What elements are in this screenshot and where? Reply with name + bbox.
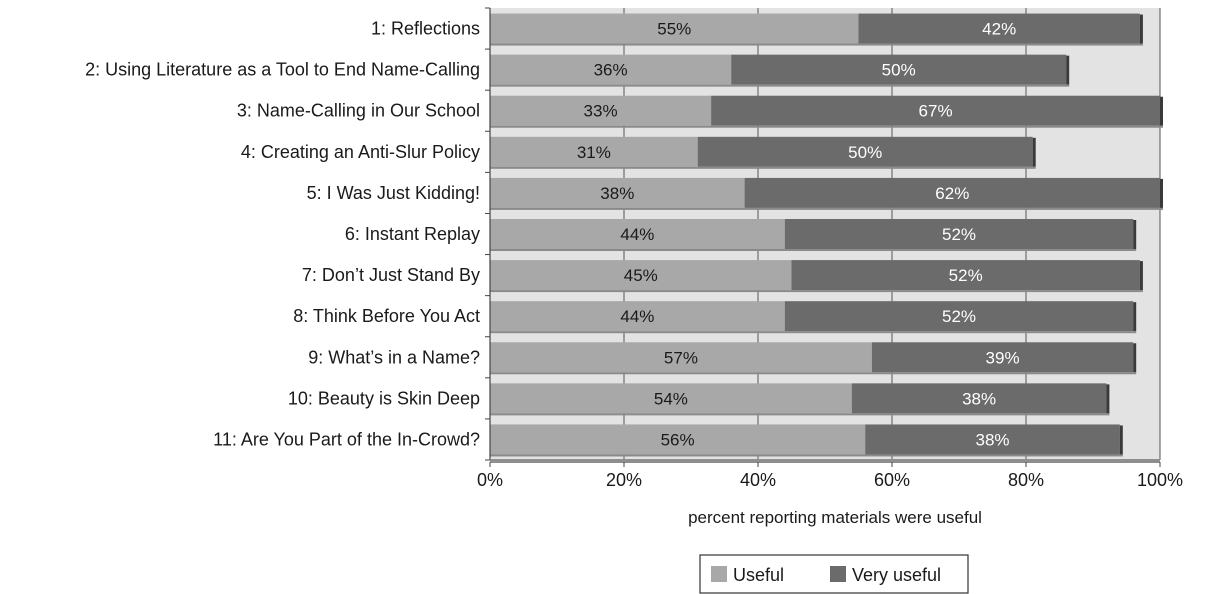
bar-segment (871, 342, 1134, 373)
bar-segment (490, 177, 745, 208)
data-label: 62% (935, 184, 969, 203)
bar-segment (744, 177, 1160, 208)
data-label: 38% (975, 430, 1009, 449)
bar-segment (490, 342, 872, 373)
bar-segment (851, 383, 1107, 414)
data-label: 52% (949, 266, 983, 285)
bar-end-shadow (1032, 137, 1036, 167)
bar-end-shadow (1139, 261, 1143, 291)
bar-segment (784, 219, 1134, 249)
bar-end-shadow (1133, 220, 1137, 249)
category-label: 7: Don’t Just Stand By (302, 265, 480, 285)
bars: 55% 42% 36% 50% 33% 67% 31% 50% 38% 62% 44% 52% 45% 5… (490, 13, 1163, 457)
data-label: 56% (661, 430, 695, 449)
bar-segment (791, 260, 1140, 291)
data-label: 44% (620, 225, 654, 244)
bar-end-shadow (1139, 14, 1143, 44)
category-label: 2: Using Literature as a Tool to End Nam… (85, 60, 480, 80)
bar-segment (865, 424, 1120, 455)
category-label: 5: I Was Just Kidding! (307, 183, 480, 203)
bar-bottom-shadow (490, 166, 1036, 169)
data-label: 67% (919, 102, 953, 121)
data-label: 42% (982, 20, 1016, 39)
bar-end-shadow (1133, 343, 1137, 373)
x-ticks: 0% 20% 40% 60% 80% 100% (477, 462, 1183, 490)
bar-end-shadow (1133, 302, 1137, 332)
axes (485, 7, 1160, 463)
data-label: 33% (584, 102, 618, 121)
data-label: 45% (624, 266, 658, 285)
data-label: 57% (664, 348, 698, 367)
category-label: 11: Are You Part of the In-Crowd? (213, 429, 480, 449)
x-tick-label: 80% (1008, 470, 1044, 490)
x-tick-label: 0% (477, 470, 503, 490)
bar-segment (490, 219, 785, 249)
bar-end-shadow (1106, 384, 1110, 414)
bar-end-shadow (1160, 178, 1163, 208)
x-axis-base (490, 459, 1160, 463)
bar-segment (490, 95, 712, 126)
bar-segment (490, 13, 859, 44)
bar-end-shadow (1160, 96, 1163, 126)
bar-bottom-shadow (490, 43, 1143, 46)
legend-label-very-useful: Very useful (852, 565, 941, 585)
bar-segment (490, 424, 866, 455)
legend-label-useful: Useful (733, 565, 784, 585)
x-axis-title: percent reporting materials were useful (688, 508, 982, 527)
x-tick-label: 60% (874, 470, 910, 490)
bar-segment (784, 301, 1134, 332)
category-label: 10: Beauty is Skin Deep (288, 388, 480, 408)
bar-bottom-shadow (490, 413, 1110, 416)
bar-segment (490, 260, 792, 291)
legend-swatch-useful (711, 566, 727, 582)
bar-bottom-shadow (490, 331, 1137, 334)
x-tick-label: 20% (606, 470, 642, 490)
data-label: 31% (577, 143, 611, 162)
bar-bottom-shadow (490, 207, 1163, 210)
category-labels: 1: Reflections 2: Using Literature as a T… (85, 19, 480, 450)
data-label: 44% (620, 307, 654, 326)
bar-segment (731, 54, 1067, 85)
x-tick-label: 100% (1137, 470, 1183, 490)
legend-swatch-very-useful (830, 566, 846, 582)
category-label: 1: Reflections (371, 19, 480, 39)
bar-segment (490, 54, 732, 85)
category-label: 6: Instant Replay (345, 224, 480, 244)
data-label: 38% (600, 184, 634, 203)
bar-end-shadow (1119, 425, 1123, 455)
bar-bottom-shadow (490, 125, 1163, 128)
data-label: 54% (654, 389, 688, 408)
bar-bottom-shadow (490, 372, 1137, 375)
category-label: 8: Think Before You Act (293, 306, 480, 326)
data-label: 36% (594, 61, 628, 80)
bar-bottom-shadow (490, 249, 1137, 251)
legend: Useful Very useful (699, 554, 969, 594)
bar-segment (858, 13, 1140, 44)
data-label: 50% (882, 61, 916, 80)
data-label: 50% (848, 143, 882, 162)
data-label: 38% (962, 389, 996, 408)
data-label: 39% (986, 348, 1020, 367)
bar-segment (490, 136, 698, 167)
bar-bottom-shadow (490, 454, 1123, 457)
category-label: 9: What’s in a Name? (308, 347, 480, 367)
category-label: 4: Creating an Anti-Slur Policy (241, 142, 480, 162)
bar-segment (711, 95, 1160, 126)
x-tick-label: 40% (740, 470, 776, 490)
category-label: 3: Name-Calling in Our School (237, 101, 480, 121)
data-label: 55% (657, 20, 691, 39)
data-label: 52% (942, 225, 976, 244)
bar-segment (490, 383, 852, 414)
bar-segment (490, 301, 785, 332)
data-label: 52% (942, 307, 976, 326)
bar-end-shadow (1066, 55, 1070, 85)
bar-segment (697, 136, 1033, 167)
bar-bottom-shadow (490, 84, 1070, 87)
bar-bottom-shadow (490, 290, 1143, 293)
